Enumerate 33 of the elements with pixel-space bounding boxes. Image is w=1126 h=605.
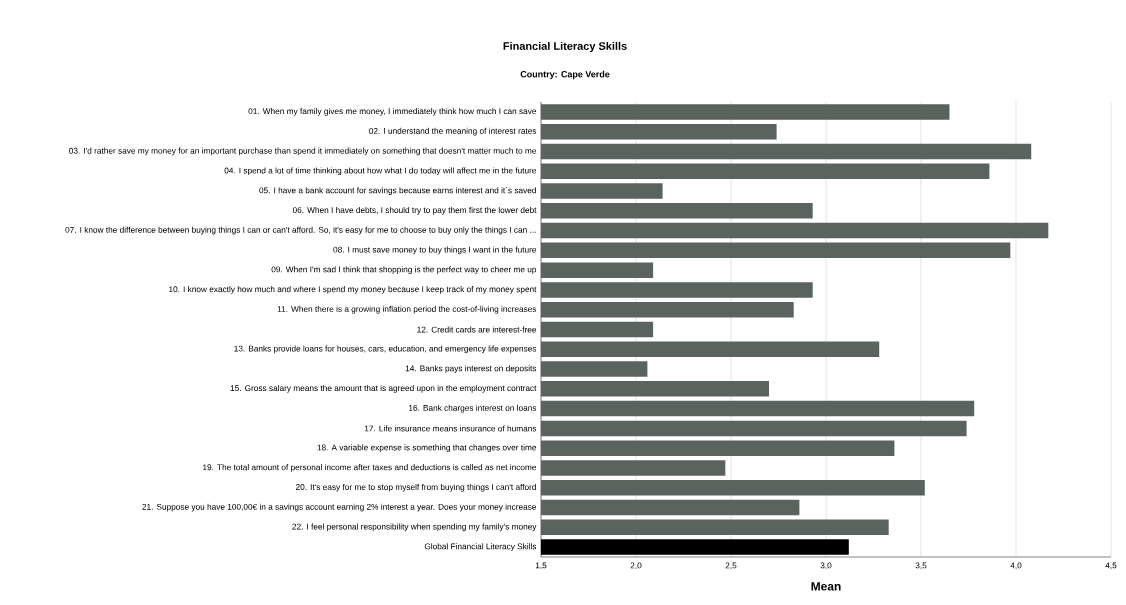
x-tick-label: 3,0 [820,562,832,570]
chart-subtitle: Country: Cape Verde [520,70,610,80]
y-tick-label: 04. I spend a lot of time thinking about how what I do today will affect me in the future [224,167,537,176]
y-tick-label: 22. I feel personal responsibility when spending my family's money [292,523,537,532]
y-tick-label: 07. I know the difference between buying things I can or can't afford. So, it's easy for me to choose to buy only the things I can ... [65,226,536,235]
x-tick-label: 1,5 [535,562,547,570]
y-tick-label: 15. Gross salary means the amount that is agreed upon in the employment contract [230,384,537,393]
x-tick-label: 2,0 [630,562,642,570]
y-tick-label: 20. It's easy for me to stop myself from buying things I can't afford [295,483,536,492]
y-tick-label: Global Financial Literacy Skills [424,543,537,551]
y-tick-label: 17. Life insurance means insurance of humans [364,425,537,432]
y-tick-label: 11. When there is a growing inflation period the cost-of-living increases [277,305,537,314]
y-tick-label: 01. When my family gives me money, I immediately think how much I can save [248,108,537,116]
chart-title: Financial Literacy Skills [503,41,627,53]
x-tick-label: 4,0 [1010,562,1022,570]
x-tick-label: 3,5 [915,562,927,570]
y-tick-label: 16. Bank charges interest on loans [409,404,537,413]
y-tick-label: 18. A variable expense is something that changes over time [317,444,537,453]
y-tick-label: 08. I must save money to buy things I want in the future [333,246,537,255]
y-tick-label: 10. I know exactly how much and where I spend my money because I keep track of my money spent [169,286,537,294]
y-tick-label: 09. When I'm sad I think that shopping is the perfect way to cheer me up [271,266,537,274]
x-tick-label: 2,5 [725,562,737,570]
y-tick-label: 14. Banks pays interest on deposits [405,365,537,373]
y-tick-label: 21. Suppose you have 100,00€ in a savings account earning 2% interest a year. Does your money increase [142,503,537,512]
x-tick-label: 4,5 [1105,562,1117,570]
x-axis-title: Mean [811,582,841,591]
y-tick-label: 06. When I have debts, I should try to pay them first the lower debt [292,206,537,215]
y-tick-label: 02. I understand the meaning of interest rates [369,127,537,136]
y-tick-label: 13. Banks provide loans for houses, cars, education, and emergency life expenses [234,345,537,354]
y-tick-label: 12. Credit cards are interest-free [417,326,537,333]
y-tick-label: 03. I'd rather save my money for an important purchase than spend it immediately on something that doesn't matter much to me [69,147,537,156]
y-tick-label: 19. The total amount of personal income after taxes and deductions is called as net income [203,464,537,472]
y-tick-label: 05. I have a bank account for savings because earns interest and it´s saved [259,187,536,195]
